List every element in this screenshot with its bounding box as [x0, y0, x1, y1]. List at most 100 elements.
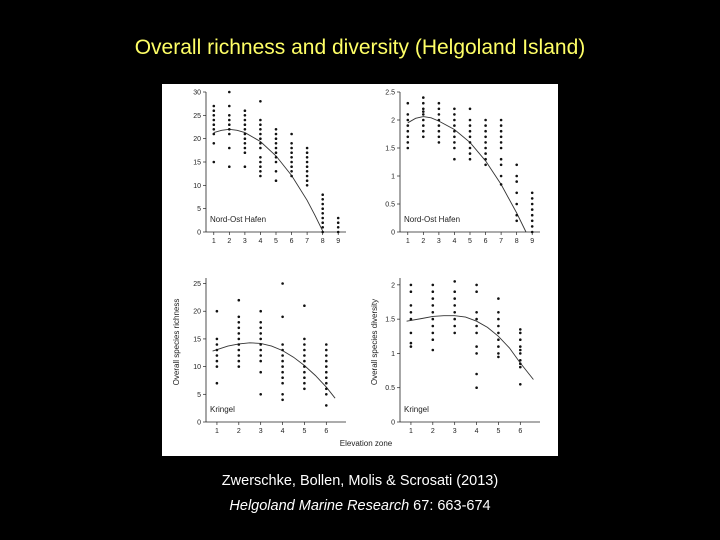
- panel-title: Kringel: [404, 405, 429, 414]
- data-point: [212, 142, 216, 145]
- y-tick-label: 1.5: [385, 317, 395, 324]
- data-point: [303, 376, 306, 380]
- data-point: [519, 365, 522, 369]
- x-tick-label: 6: [518, 428, 522, 435]
- data-point: [453, 135, 456, 139]
- data-point: [321, 221, 324, 224]
- data-point: [303, 343, 306, 346]
- data-point: [243, 132, 247, 136]
- y-tick-label: 2: [391, 282, 395, 289]
- x-tick-label: 4: [258, 238, 262, 245]
- data-point: [409, 317, 413, 321]
- data-point: [259, 118, 262, 122]
- data-point: [431, 338, 435, 341]
- citation-details: 67: 663-674: [409, 498, 491, 514]
- data-point: [228, 114, 231, 117]
- y-tick-label: 0: [391, 230, 395, 237]
- y-tick-label: 25: [193, 281, 201, 288]
- data-point: [453, 317, 457, 321]
- data-point: [468, 107, 472, 111]
- data-point: [499, 174, 503, 178]
- x-tick-label: 7: [499, 238, 503, 245]
- data-point: [431, 311, 435, 314]
- data-point: [212, 114, 216, 117]
- data-point: [303, 348, 306, 352]
- data-point: [259, 348, 262, 352]
- y-tick-label: 15: [193, 160, 201, 167]
- x-tick-label: 9: [530, 238, 534, 245]
- y-tick-label: 10: [193, 364, 201, 371]
- data-point: [321, 207, 324, 210]
- data-point: [274, 179, 278, 182]
- scatter-panel-1: 0 5 10 15 20 25 30 1 2 3 4 5 6 7 8 9 Nord-Ost Hafen: [193, 90, 346, 245]
- data-point: [243, 114, 247, 117]
- data-point: [431, 324, 435, 328]
- data-point: [499, 124, 503, 127]
- data-point: [519, 362, 522, 366]
- x-tick-label: 1: [215, 428, 219, 435]
- data-point: [259, 100, 262, 103]
- data-point: [475, 317, 478, 321]
- x-tick-label: 4: [281, 428, 285, 435]
- data-point: [422, 118, 425, 122]
- x-tick-label: 4: [475, 428, 479, 435]
- data-point: [475, 352, 478, 355]
- data-point: [305, 151, 309, 154]
- y-tick-label: 2.5: [385, 90, 395, 97]
- data-point: [259, 137, 262, 140]
- y-axis-label-diversity: Overall species diversity: [370, 299, 379, 385]
- data-point: [281, 381, 284, 385]
- data-point: [228, 104, 231, 108]
- data-point: [437, 135, 441, 139]
- data-point: [499, 146, 503, 150]
- data-point: [212, 128, 216, 131]
- data-point: [468, 124, 472, 127]
- data-point: [422, 129, 425, 133]
- data-point: [406, 135, 410, 139]
- citation-journal: Helgoland Marine Research: [229, 498, 410, 514]
- data-point: [468, 135, 472, 139]
- data-point: [259, 370, 262, 374]
- data-point: [305, 170, 309, 173]
- data-point: [468, 118, 472, 122]
- data-point: [290, 156, 293, 159]
- data-point: [321, 198, 324, 201]
- data-point: [475, 324, 478, 328]
- data-point: [453, 129, 456, 133]
- data-point: [519, 338, 522, 341]
- data-point: [303, 365, 306, 368]
- data-point: [406, 118, 410, 122]
- data-point: [453, 146, 456, 150]
- data-point: [497, 317, 500, 321]
- data-point: [325, 348, 328, 352]
- data-point: [321, 230, 324, 234]
- data-point: [290, 146, 293, 150]
- data-point: [212, 160, 216, 164]
- x-tick-label: 4: [452, 238, 456, 245]
- data-point: [325, 393, 328, 396]
- data-point: [243, 128, 247, 131]
- fit-curve: [213, 128, 324, 232]
- data-point: [519, 359, 522, 362]
- data-point: [336, 216, 340, 220]
- data-point: [336, 230, 340, 234]
- data-point: [530, 208, 534, 211]
- data-point: [422, 96, 425, 99]
- data-point: [215, 337, 219, 341]
- data-point: [259, 332, 262, 335]
- data-point: [475, 372, 478, 376]
- x-tick-label: 5: [274, 238, 278, 245]
- x-tick-label: 3: [453, 428, 457, 435]
- data-point: [530, 219, 534, 223]
- data-point: [431, 317, 435, 321]
- fit-curve: [212, 342, 336, 399]
- data-point: [453, 311, 457, 314]
- panel-title: Nord-Ost Hafen: [210, 215, 266, 224]
- data-point: [228, 123, 231, 126]
- data-point: [259, 359, 262, 363]
- x-tick-label: 5: [496, 428, 500, 435]
- data-point: [437, 118, 441, 122]
- y-tick-label: 0: [391, 420, 395, 427]
- data-point: [259, 343, 262, 346]
- data-point: [499, 183, 503, 186]
